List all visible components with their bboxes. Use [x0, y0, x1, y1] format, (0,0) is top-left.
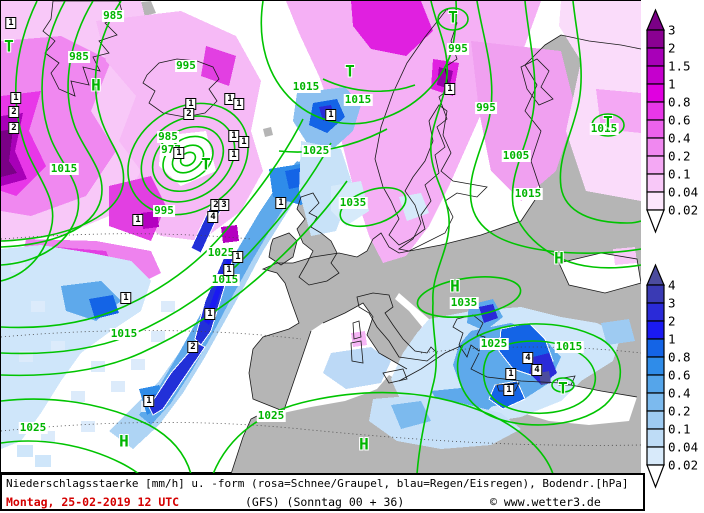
snow-legend-arrow-down [646, 209, 665, 234]
snow-legend-cell [646, 65, 665, 85]
rain-intensity-legend: 4 3 2 1 0.8 0.6 0.4 0.2 0.1 0.04 0.02 [646, 263, 698, 489]
snow-legend-tick-label: 0.6 [668, 113, 691, 128]
rain-legend-tick-label: 1 [668, 332, 676, 347]
snow-legend-tick-label: 0.1 [668, 167, 691, 182]
snow-legend-tick-label: 0.8 [668, 95, 691, 110]
rain-legend-tick-label: 4 [668, 278, 676, 293]
rain-legend-arrow-up [646, 263, 665, 286]
snow-intensity-legend: 3 2 1.5 1 0.8 0.6 0.4 0.2 0.1 0.04 0.02 [646, 8, 698, 234]
snow-legend-tick-label: 2 [668, 41, 676, 56]
snow-legend-cell [646, 83, 665, 103]
snow-legend-tick-label: 3 [668, 23, 676, 38]
rain-legend-arrow-down [646, 464, 665, 489]
snow-legend-cell [646, 29, 665, 49]
snow-legend-cell [646, 191, 665, 211]
snow-legend-tick-label: 0.02 [668, 203, 698, 218]
snow-legend-tick-label: 0.4 [668, 131, 691, 146]
rain-legend-tick-label: 0.6 [668, 368, 691, 383]
europe-weather-map [1, 1, 641, 474]
rain-legend-tick-label: 3 [668, 296, 676, 311]
rain-legend-cell [646, 338, 665, 358]
map-panel: 985 985 995 985 977 995 1015 1015 1015 1025 1025 10… [0, 0, 641, 474]
snow-legend-cell [646, 47, 665, 67]
rain-legend-cell [646, 284, 665, 304]
rain-legend-cell [646, 392, 665, 412]
rain-legend-cell [646, 320, 665, 340]
snow-legend-cell [646, 155, 665, 175]
caption-bar: Niederschlagsstaerke [mm/h] u. -form (ro… [0, 473, 645, 511]
snow-legend-tick-label: 0.04 [668, 185, 698, 200]
caption-copyright: © www.wetter3.de [490, 495, 601, 509]
rain-legend-tick-label: 0.4 [668, 386, 691, 401]
rain-legend-tick-label: 0.2 [668, 404, 691, 419]
snow-precip-layer [1, 1, 641, 349]
rain-legend-cell [646, 374, 665, 394]
caption-title: Niederschlagsstaerke [mm/h] u. -form (ro… [6, 477, 629, 490]
snow-legend-cell [646, 173, 665, 193]
rain-legend-tick-label: 0.8 [668, 350, 691, 365]
graticule-layer [1, 233, 641, 446]
snow-legend-cell [646, 119, 665, 139]
rain-legend-tick-label: 0.1 [668, 422, 691, 437]
caption-datetime: Montag, 25-02-2019 12 UTC [6, 495, 180, 509]
rain-legend-cell [646, 356, 665, 376]
snow-legend-tick-label: 1 [668, 77, 676, 92]
rain-legend-tick-label: 0.04 [668, 440, 698, 455]
snow-legend-tick-label: 1.5 [668, 59, 691, 74]
legend-panel: 3 2 1.5 1 0.8 0.6 0.4 0.2 0.1 0.04 0.02 4 3 2 1 0.8 0.6… [641, 0, 704, 513]
snow-legend-cell [646, 101, 665, 121]
rain-precip-layer [1, 87, 635, 467]
rain-legend-cell [646, 428, 665, 448]
rain-legend-cell [646, 446, 665, 466]
rain-legend-tick-label: 2 [668, 314, 676, 329]
snow-legend-cell [646, 137, 665, 157]
rain-legend-cell [646, 410, 665, 430]
snow-legend-tick-label: 0.2 [668, 149, 691, 164]
rain-legend-cell [646, 302, 665, 322]
rain-legend-tick-label: 0.02 [668, 458, 698, 473]
snow-legend-arrow-up [646, 8, 665, 31]
caption-model-run: (GFS) (Sonntag 00 + 36) [245, 495, 405, 509]
